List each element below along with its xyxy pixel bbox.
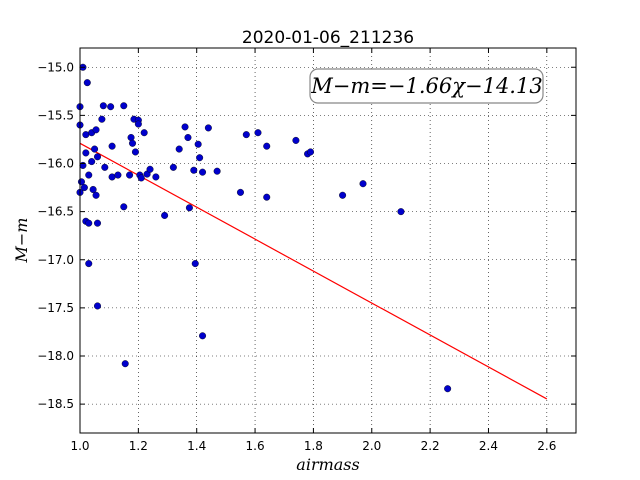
data-point	[101, 163, 109, 171]
data-point	[254, 129, 262, 137]
data-point	[89, 185, 97, 193]
data-point	[134, 120, 142, 128]
data-point	[213, 167, 221, 175]
x-tick-label: 1.4	[187, 439, 206, 453]
data-point	[83, 79, 91, 87]
y-tick-label: −18.5	[37, 397, 74, 411]
data-point	[126, 171, 134, 179]
data-point	[80, 184, 88, 192]
data-point	[359, 180, 367, 188]
data-point	[263, 193, 271, 201]
data-point	[175, 145, 183, 153]
data-point	[204, 124, 212, 132]
grid-lines	[79, 48, 576, 433]
data-point	[121, 360, 129, 368]
x-tick-label: 2.2	[421, 439, 440, 453]
data-point	[99, 102, 107, 110]
data-point	[120, 102, 128, 110]
data-point	[236, 188, 244, 196]
y-tick-label: −17.0	[37, 253, 74, 267]
data-point	[98, 115, 106, 123]
data-point	[161, 211, 169, 219]
data-point	[77, 178, 85, 186]
data-points	[76, 63, 452, 393]
x-tick-label: 2.6	[537, 439, 556, 453]
data-point	[194, 140, 202, 148]
fit-equation-frame	[309, 68, 544, 104]
data-point	[94, 219, 102, 227]
data-point	[82, 131, 90, 139]
data-point	[85, 219, 93, 227]
data-point	[306, 148, 314, 156]
data-point	[108, 142, 116, 150]
x-tick-label: 1.8	[304, 439, 323, 453]
y-tick-label: −17.5	[37, 301, 74, 315]
y-tick-label: −16.0	[37, 157, 74, 171]
data-point	[191, 260, 199, 268]
data-point	[85, 260, 93, 268]
data-point	[107, 103, 115, 111]
data-point	[185, 204, 193, 212]
data-point	[94, 302, 102, 310]
data-point	[131, 148, 139, 156]
data-point	[120, 203, 128, 211]
data-point	[242, 131, 250, 139]
data-point	[339, 191, 347, 199]
data-point	[397, 208, 405, 216]
data-point	[114, 171, 122, 179]
y-axis-label: M−m	[12, 218, 31, 264]
x-tick-label: 2.0	[362, 439, 381, 453]
data-point	[199, 332, 207, 340]
data-point	[127, 134, 135, 142]
fit-equation-box: M−m=−1.66χ−14.13	[309, 68, 544, 104]
data-point	[292, 136, 300, 144]
x-tick-label: 1.6	[246, 439, 265, 453]
data-point	[181, 123, 189, 131]
x-tick-labels: 1.0 1.2 1.4 1.6 1.8 2.0 2.2 2.4 2.6	[70, 439, 556, 453]
data-point	[184, 134, 192, 142]
data-point	[82, 149, 90, 157]
data-point	[190, 166, 198, 174]
data-point	[199, 168, 207, 176]
data-point	[91, 145, 99, 153]
x-tick-label: 1.0	[70, 439, 89, 453]
data-point	[444, 385, 452, 393]
fit-line-group	[79, 142, 548, 400]
data-point	[92, 191, 100, 199]
data-point	[196, 154, 204, 162]
fit-line	[79, 142, 548, 400]
plot-frame	[79, 47, 577, 434]
data-point	[85, 171, 93, 179]
data-point	[137, 174, 145, 182]
fit-equation-text: M−m=−1.66χ−14.13	[310, 74, 542, 98]
y-tick-label: −15.0	[37, 60, 74, 74]
chart-title: 2020-01-06_211236	[242, 28, 414, 48]
y-tick-label: −15.5	[37, 108, 74, 122]
data-point	[92, 126, 100, 134]
data-point	[129, 139, 137, 147]
x-tick-label: 2.4	[479, 439, 498, 453]
y-tick-label: −18.0	[37, 349, 74, 363]
data-point	[263, 142, 271, 150]
axis-ticks	[79, 48, 576, 433]
data-point	[94, 153, 102, 161]
data-point	[152, 173, 160, 181]
y-tick-labels: −15.0 −15.5 −16.0 −16.5 −17.0 −17.5 −18.0 −18.5	[37, 60, 74, 411]
x-tick-label: 1.2	[129, 439, 148, 453]
x-axis-label: airmass	[296, 455, 359, 474]
data-point	[169, 163, 177, 171]
data-point	[140, 129, 148, 137]
data-point	[108, 173, 116, 181]
y-tick-label: −16.5	[37, 205, 74, 219]
data-point	[88, 158, 96, 166]
data-point	[146, 165, 154, 173]
